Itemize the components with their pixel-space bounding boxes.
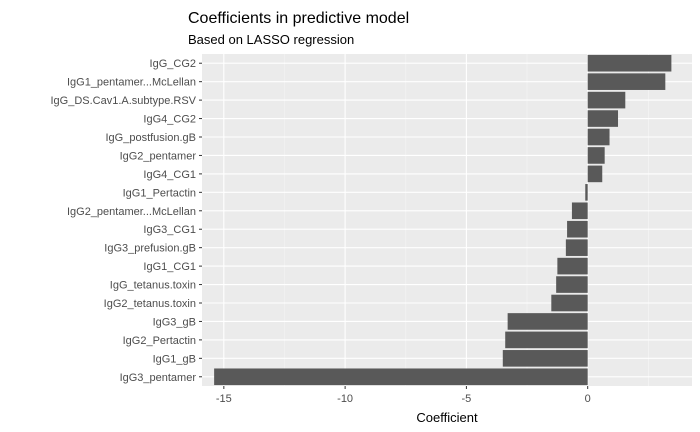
x-axis: -15 -10 -5 0 — [216, 386, 591, 405]
bars — [214, 54, 672, 386]
bar — [556, 276, 588, 293]
bar — [587, 91, 626, 109]
bar — [505, 331, 588, 349]
bar — [502, 350, 588, 367]
y-tick-label: IgG_tetanus.toxin — [110, 280, 196, 292]
y-tick-label: IgG3_gB — [153, 316, 196, 328]
y-tick-label: IgG3_CG1 — [143, 224, 196, 236]
y-tick-label: IgG1_CG1 — [143, 261, 196, 273]
y-tick-label: IgG1_pentamer...McLellan — [67, 77, 196, 89]
y-axis: IgG_CG2 IgG1_pentamer...McLellan IgG_DS.Ca… — [50, 58, 202, 384]
bar — [551, 294, 588, 312]
y-tick-label: IgG4_CG2 — [143, 114, 196, 126]
y-tick-label: IgG1_gB — [153, 353, 196, 365]
y-tick-label: IgG4_CG1 — [143, 169, 196, 181]
chart-subtitle: Based on LASSO regression — [188, 32, 354, 47]
bar — [587, 165, 603, 183]
bar — [587, 54, 672, 72]
y-tick-label: IgG3_pentamer — [120, 372, 197, 384]
bar — [587, 147, 605, 164]
y-tick-label: IgG2_pentamer — [120, 150, 197, 162]
bar — [587, 128, 610, 146]
y-tick-label: IgG_postfusion.gB — [105, 132, 196, 144]
y-tick-label: IgG2_Pertactin — [123, 335, 196, 347]
x-tick-label: -15 — [216, 393, 232, 405]
bar — [214, 368, 588, 386]
x-tick-label: -5 — [462, 393, 472, 405]
bar — [507, 313, 588, 330]
bar — [587, 73, 666, 90]
bar — [565, 239, 588, 256]
y-tick-label: IgG1_Pertactin — [123, 187, 196, 199]
y-tick-label: IgG3_prefusion.gB — [104, 243, 196, 255]
y-tick-label: IgG2_tetanus.toxin — [104, 298, 196, 310]
y-tick-label: IgG_CG2 — [150, 58, 196, 70]
x-axis-label: Coefficient — [416, 410, 478, 425]
x-tick-label: -10 — [337, 393, 353, 405]
bar — [557, 257, 588, 275]
bar — [567, 220, 588, 238]
plot-panel — [202, 54, 692, 386]
bar — [571, 202, 588, 220]
y-tick-label: IgG2_pentamer...McLellan — [67, 206, 196, 218]
x-tick-label: 0 — [585, 393, 591, 405]
chart-title: Coefficients in predictive model — [188, 10, 409, 27]
bar — [587, 110, 619, 127]
bar — [585, 184, 588, 201]
y-tick-label: IgG_DS.Cav1.A.subtype.RSV — [50, 95, 196, 107]
